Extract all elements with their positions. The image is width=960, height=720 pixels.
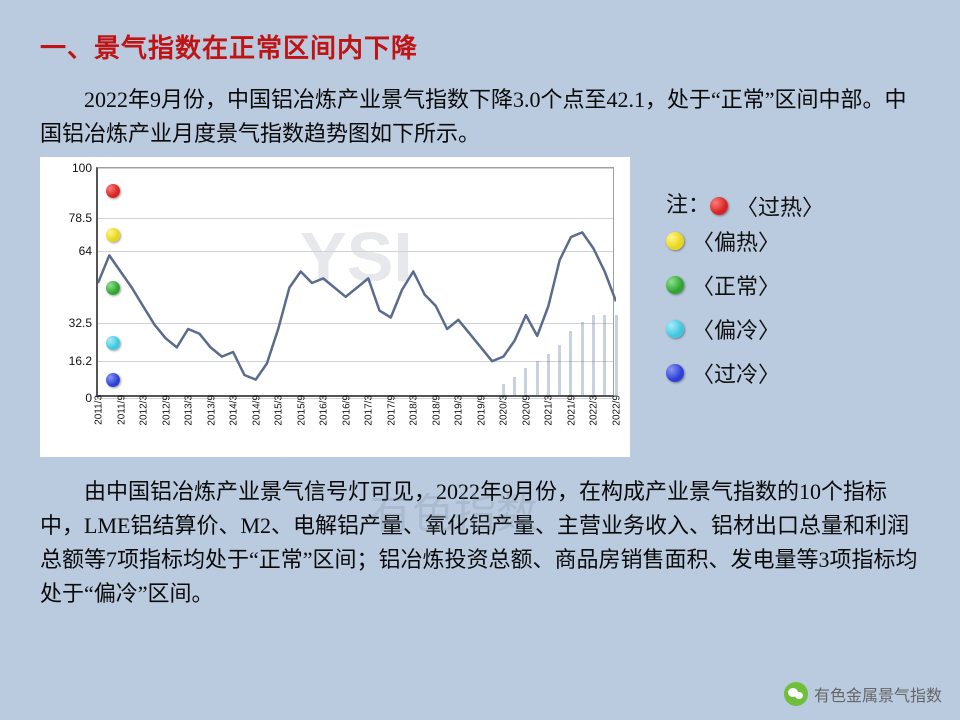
footer-brand: 有色金属景气指数 — [784, 682, 942, 706]
chart-zone-dot-icon — [106, 228, 120, 242]
legend-item: 〈偏热〉 — [666, 225, 824, 257]
chart-row: YSI 016.232.56478.51002011/32011/92012/3… — [40, 157, 920, 457]
chart-container: YSI 016.232.56478.51002011/32011/92012/3… — [40, 157, 630, 457]
chart-y-tick-label: 32.5 — [69, 316, 98, 330]
legend-item: 〈过冷〉 — [666, 357, 824, 389]
chart-x-tick-label: 2017/3 — [362, 395, 375, 426]
slide-page: 一、景气指数在正常区间内下降 2022年9月份，中国铝冶炼产业景气指数下降3.0… — [0, 0, 960, 720]
chart-x-tick-label: 2019/9 — [474, 395, 487, 426]
chart-x-tick-label: 2013/3 — [182, 395, 195, 426]
wechat-icon — [784, 682, 808, 706]
legend-item: 〈偏冷〉 — [666, 313, 824, 345]
chart-zone-dot-icon — [106, 373, 120, 387]
section-title: 一、景气指数在正常区间内下降 — [40, 28, 920, 65]
chart-x-tick-label: 2015/3 — [272, 395, 285, 426]
chart-x-tick-label: 2011/9 — [114, 395, 127, 425]
chart-y-tick-label: 64 — [79, 244, 98, 258]
chart-zone-dot-icon — [106, 281, 120, 295]
chart-x-tick-label: 2020/9 — [519, 395, 532, 426]
chart-x-tick-label: 2022/3 — [587, 395, 600, 426]
legend-item-label: 〈正常〉 — [692, 269, 780, 301]
legend-note-label: 注： — [666, 187, 710, 219]
chart-x-tick-label: 2019/3 — [452, 395, 465, 426]
legend-dot-icon — [666, 364, 684, 382]
chart-y-tick-label: 100 — [72, 161, 98, 175]
legend-dot-icon — [666, 276, 684, 294]
legend-dot-icon — [710, 197, 728, 215]
legend-dot-icon — [666, 232, 684, 250]
chart-x-tick-label: 2018/9 — [429, 395, 442, 426]
legend-dot-icon — [666, 320, 684, 338]
chart-gridline — [98, 398, 613, 399]
chart-x-tick-label: 2016/3 — [317, 395, 330, 426]
chart-zone-dot-icon — [106, 336, 120, 350]
chart-x-tick-label: 2021/9 — [564, 395, 577, 426]
chart-y-tick-label: 16.2 — [69, 354, 98, 368]
chart-y-tick-label: 78.5 — [69, 211, 98, 225]
chart-x-tick-label: 2017/9 — [384, 395, 397, 426]
analysis-paragraph: 由中国铝冶炼产业景气信号灯可见，2022年9月份，在构成产业景气指数的10个指标… — [40, 475, 920, 611]
chart-x-tick-label: 2012/9 — [159, 395, 172, 426]
chart-x-tick-label: 2020/3 — [497, 395, 510, 426]
chart-plot-area: 016.232.56478.51002011/32011/92012/32012… — [96, 167, 614, 397]
legend-item-label: 〈偏冷〉 — [692, 313, 780, 345]
chart-x-tick-label: 2018/3 — [407, 395, 420, 426]
chart-x-tick-label: 2013/9 — [204, 395, 217, 426]
chart-x-tick-label: 2014/3 — [227, 395, 240, 426]
intro-paragraph: 2022年9月份，中国铝冶炼产业景气指数下降3.0个点至42.1，处于“正常”区… — [40, 83, 920, 151]
chart-x-tick-label: 2014/9 — [249, 395, 262, 426]
legend-item-label: 〈过冷〉 — [692, 357, 780, 389]
chart-x-tick-label: 2015/9 — [294, 395, 307, 426]
chart-x-tick-label: 2016/9 — [339, 395, 352, 426]
legend-column: 注： 〈过热〉 〈偏热〉〈正常〉〈偏冷〉〈过冷〉 — [630, 157, 824, 401]
chart-x-tick-label: 2012/3 — [137, 395, 150, 426]
legend-item-label: 〈偏热〉 — [692, 225, 780, 257]
chart-x-tick-label: 2011/3 — [92, 395, 105, 425]
footer-brand-text: 有色金属景气指数 — [814, 682, 942, 706]
chart-x-tick-label: 2022/9 — [610, 395, 623, 426]
chart-x-tick-label: 2021/3 — [542, 395, 555, 426]
chart-line-svg — [98, 168, 616, 398]
legend-item: 〈正常〉 — [666, 269, 824, 301]
